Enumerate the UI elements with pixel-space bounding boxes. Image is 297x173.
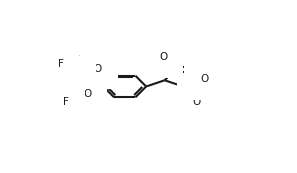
- Text: O: O: [200, 74, 209, 84]
- Text: F: F: [58, 59, 64, 69]
- Text: F: F: [47, 93, 53, 103]
- Text: F: F: [64, 97, 69, 107]
- Text: F: F: [74, 55, 80, 65]
- Text: O: O: [193, 97, 201, 107]
- Text: O: O: [83, 89, 91, 99]
- Text: O: O: [94, 64, 102, 74]
- Text: O: O: [159, 52, 167, 62]
- Text: O: O: [200, 65, 208, 75]
